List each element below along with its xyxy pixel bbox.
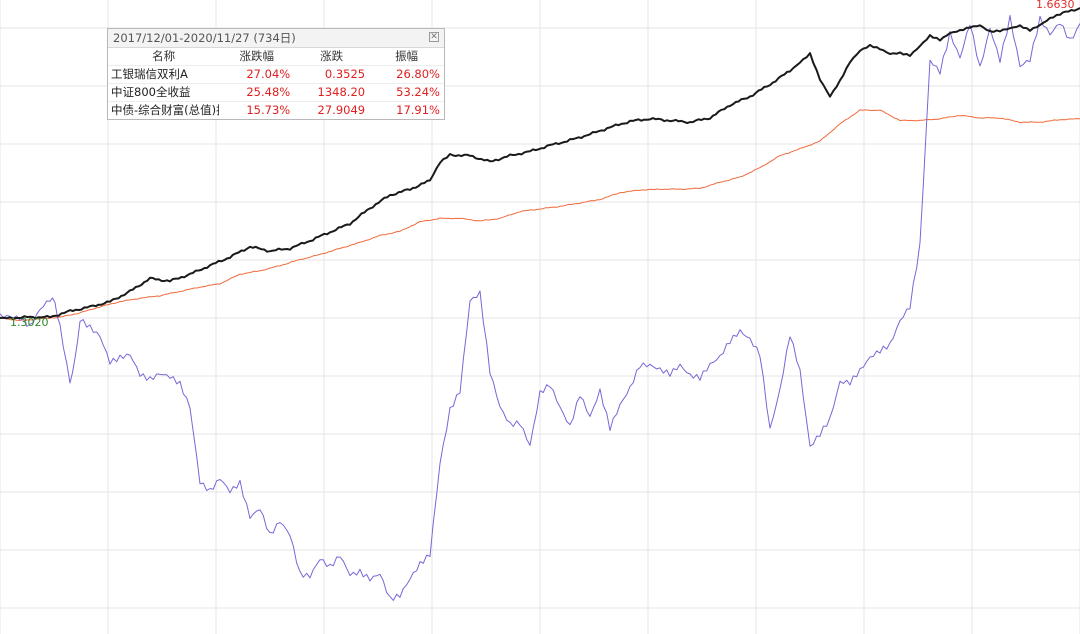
date-range-label: 2017/12/01-2020/11/27 (734日) [113, 31, 296, 45]
row-name: 工银瑞信双利A [111, 67, 188, 81]
row-name: 中证800全收益 [111, 85, 191, 99]
header-name: 名称 [152, 49, 176, 63]
close-icon[interactable]: ✕ [429, 32, 439, 42]
series-lines [0, 7, 1080, 601]
panel-row-bond-index[interactable]: 中债-综合财富(总值)指 15.73% 27.9049 17.91% [108, 102, 444, 119]
panel-title: 2017/12/01-2020/11/27 (734日) ✕ [108, 29, 444, 48]
row-name: 中债-综合财富(总值)指 [111, 103, 220, 117]
series-line-csi800 [0, 14, 1080, 601]
row-change: 27.9049 [317, 103, 366, 117]
panel-row-csi800[interactable]: 中证800全收益 25.48% 1348.20 53.24% [108, 84, 444, 102]
row-amplitude: 17.91% [396, 103, 440, 117]
row-amplitude: 26.80% [396, 67, 440, 81]
panel-row-fund[interactable]: 工银瑞信双利A 27.04% 0.3525 26.80% [108, 66, 444, 84]
header-pct: 涨跌幅 [239, 49, 275, 63]
row-pct: 15.73% [246, 103, 291, 117]
row-change: 1348.20 [317, 85, 366, 99]
legend-panel: 2017/12/01-2020/11/27 (734日) ✕ 名称 涨跌幅 涨跌… [107, 28, 445, 120]
header-change: 涨跌 [320, 49, 344, 63]
header-amplitude: 振幅 [395, 49, 419, 63]
y-max-label: 1.6630 [1036, 0, 1075, 11]
row-amplitude: 53.24% [396, 85, 440, 99]
panel-header-row: 名称 涨跌幅 涨跌 振幅 [108, 48, 444, 66]
series-line-fund [0, 7, 1080, 320]
series-line-bond-index [0, 109, 1080, 321]
row-pct: 27.04% [246, 67, 291, 81]
y-min-label: 1.3020 [10, 316, 49, 329]
row-pct: 25.48% [246, 85, 291, 99]
row-change: 0.3525 [324, 67, 366, 81]
